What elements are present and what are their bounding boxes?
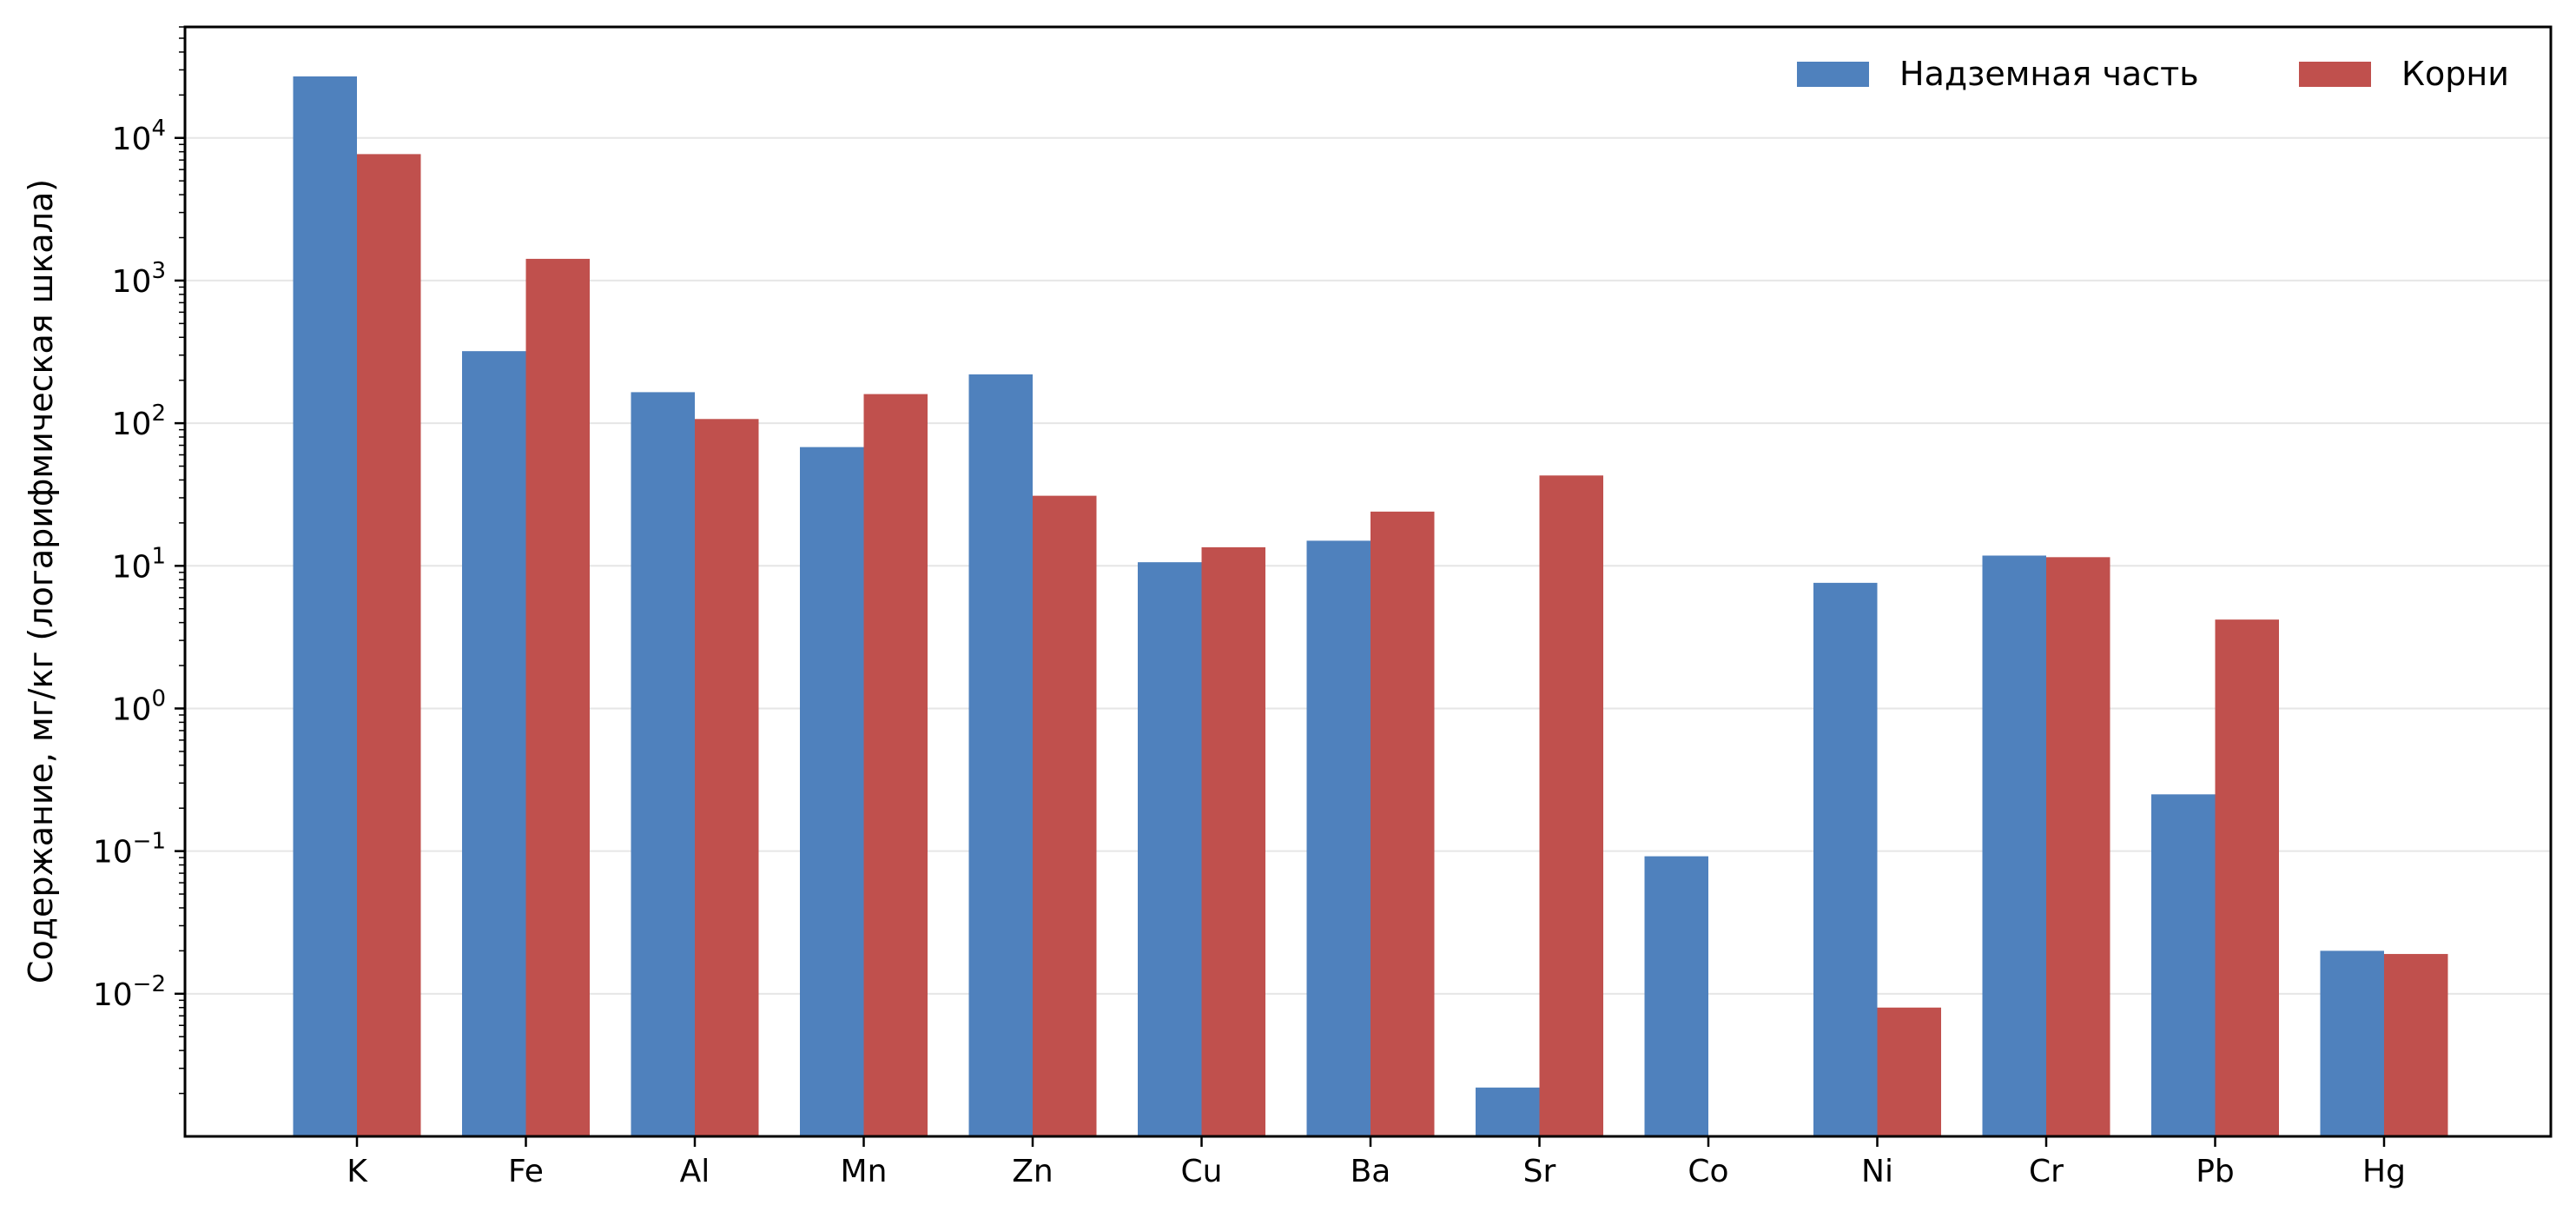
bar-cu-series-1 [1138,562,1202,1136]
y-axis: 10−2 10−1 100 101 102 103 104 [93,26,185,1095]
x-tick-label: Ni [1861,1154,1893,1189]
bar-al-series-2 [695,419,759,1136]
bar-pb-series-2 [2215,619,2279,1136]
bar-pb-series-1 [2151,794,2216,1136]
y-tick-label: 100 [112,685,166,727]
x-tick-label: Ba [1351,1154,1391,1189]
legend-label-series-1: Надземная часть [1899,55,2199,93]
x-tick-label: Al [680,1154,710,1189]
x-tick-label: Mn [841,1154,888,1189]
y-tick-label: 103 [112,258,166,300]
bar-cr-series-1 [1982,555,2046,1136]
x-tick-label: Cu [1181,1154,1223,1189]
bar-fe-series-1 [462,351,526,1137]
bar-k-series-1 [293,76,357,1136]
bar-ba-series-1 [1306,540,1371,1136]
y-tick-label: 101 [112,543,166,585]
bar-cr-series-2 [2046,557,2110,1136]
x-tick-label: K [347,1154,368,1189]
bar-sr-series-2 [1539,475,1603,1136]
bar-cu-series-2 [1201,546,1265,1136]
bar-hg-series-2 [2384,954,2448,1136]
legend-swatch-series-2 [2299,62,2371,87]
bar-ni-series-1 [1813,582,1878,1136]
y-tick-label: 104 [112,116,166,157]
x-tick-label: Hg [2362,1154,2406,1189]
bar-fe-series-2 [525,258,590,1136]
legend: Надземная часть Корни [1797,55,2509,93]
bar-zn-series-1 [968,374,1033,1136]
bar-mn-series-2 [863,394,928,1136]
bar-k-series-2 [357,154,421,1137]
bar-sr-series-1 [1476,1087,1540,1136]
x-tick-label: Co [1688,1154,1728,1189]
plot-frame [183,25,2553,1138]
bar-al-series-1 [631,392,695,1137]
x-tick-label: Pb [2196,1154,2235,1189]
y-tick-label: 10−2 [93,971,166,1013]
y-tick-label: 10−1 [93,829,166,871]
x-tick-label: Cr [2029,1154,2064,1189]
legend-swatch-series-1 [1797,62,1869,87]
bar-co-series-1 [1644,856,1708,1136]
x-tick-label: Fe [508,1154,544,1189]
bars [293,76,2448,1137]
bar-ba-series-2 [1371,511,1435,1136]
bar-ni-series-2 [1877,1007,1941,1136]
y-axis-title: Содержание, мг/кг (логарифмическая шкала… [22,179,60,983]
bar-mn-series-1 [800,447,864,1136]
bar-hg-series-1 [2320,950,2384,1136]
x-tick-label: Sr [1523,1154,1556,1189]
y-tick-label: 102 [112,401,166,442]
bar-zn-series-2 [1033,495,1097,1136]
legend-label-series-2: Корни [2401,55,2509,93]
x-axis: K Fe Al Mn Zn Cu Ba Sr Co Ni Cr Pb Hg [347,1136,2406,1189]
x-tick-label: Zn [1012,1154,1053,1189]
